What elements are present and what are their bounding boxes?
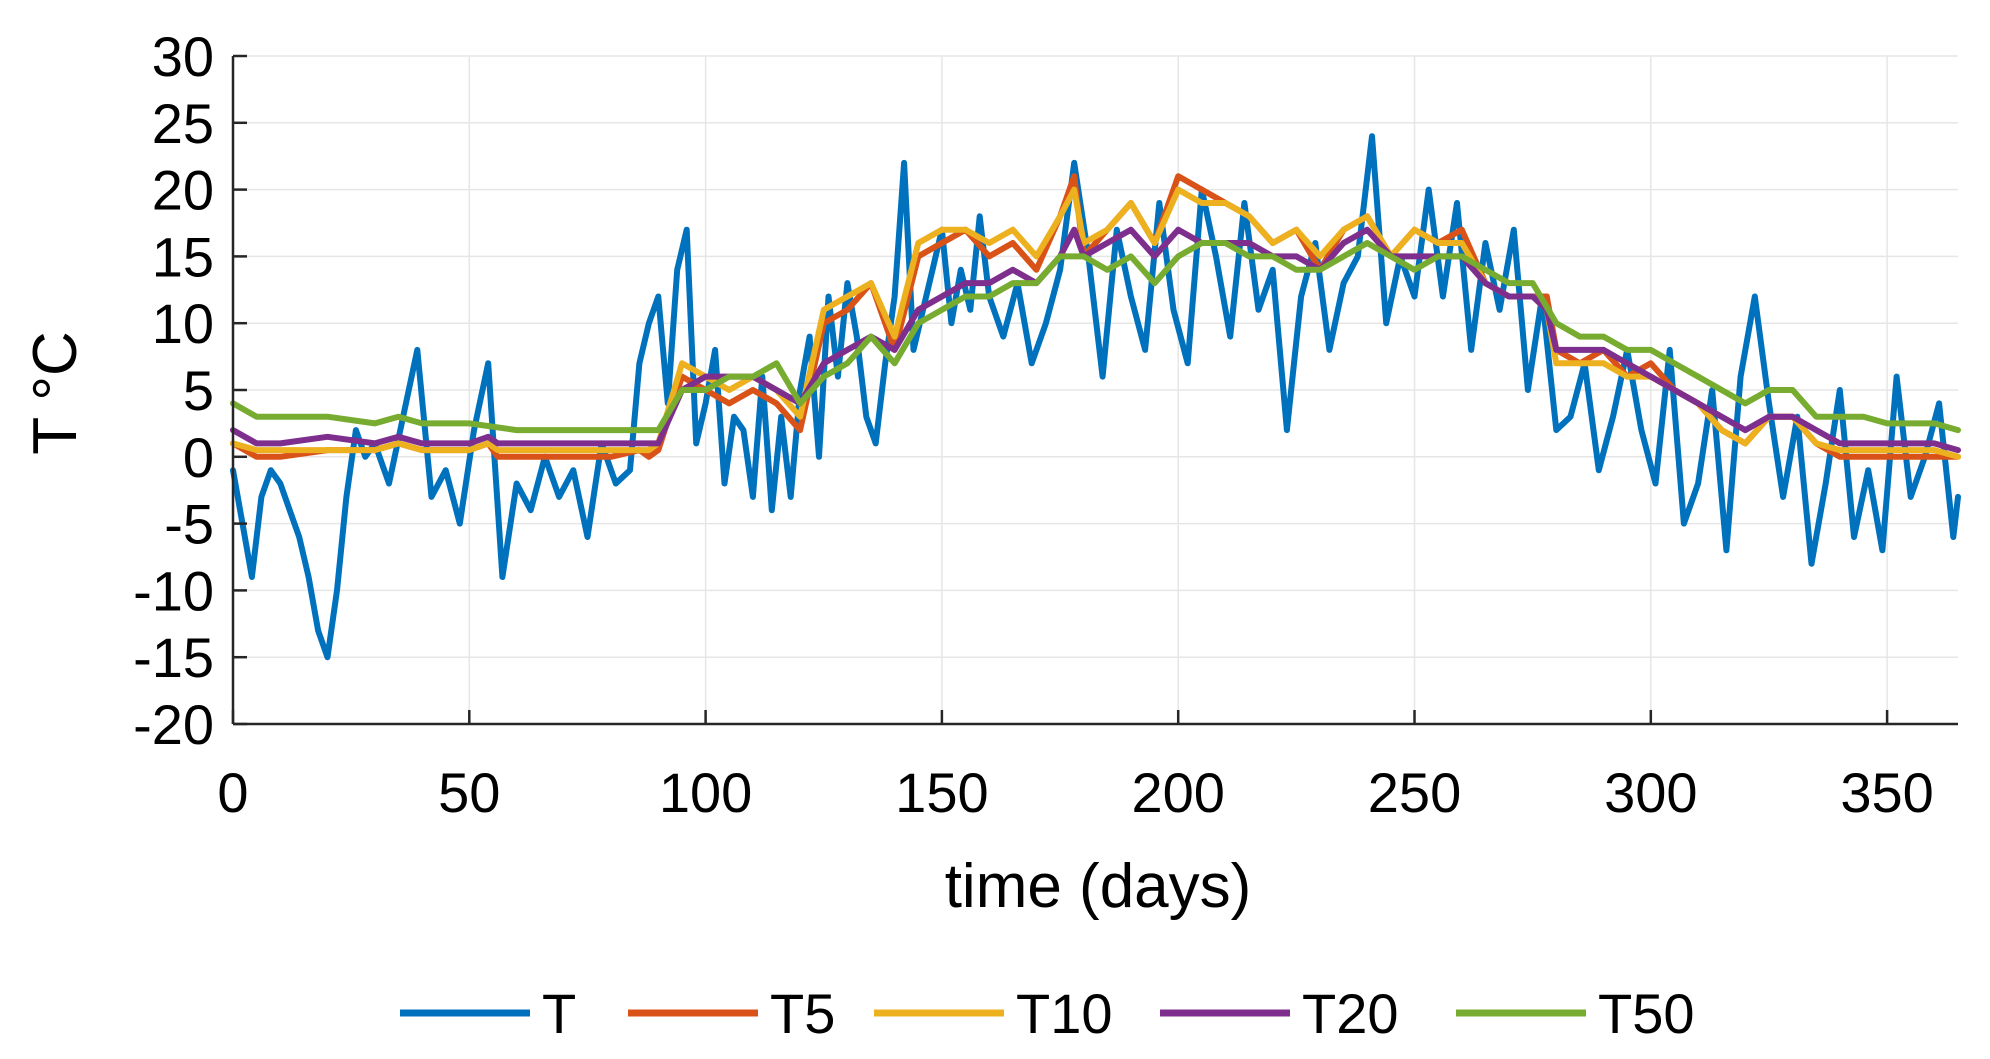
series-line-t (230, 133, 1961, 661)
x-tick-label: 50 (438, 761, 500, 824)
legend-label-t10: T10 (1016, 982, 1113, 1045)
legend: T T5 T10 T20 T50 (400, 982, 1695, 1045)
legend-label-t20: T20 (1302, 982, 1399, 1045)
y-tick-label: 10 (152, 292, 214, 355)
series-line-t20 (230, 226, 1961, 454)
y-tick-label: 20 (152, 159, 214, 222)
y-tick-label: -15 (133, 626, 214, 689)
x-tick-label: 200 (1131, 761, 1224, 824)
tick-labels: 0 50 100 150 200 250 300 350-20-15-10-505101520… (133, 25, 1934, 824)
legend-label-t5: T5 (770, 982, 835, 1045)
x-tick-label: 150 (895, 761, 988, 824)
y-axis-title: T °C (21, 331, 90, 455)
y-tick-label: 0 (183, 426, 214, 489)
y-tick-label: -5 (164, 493, 214, 556)
y-tick-label: -10 (133, 559, 214, 622)
y-tick-label: 15 (152, 225, 214, 288)
x-tick-label: 300 (1604, 761, 1697, 824)
y-tick-label: 5 (183, 359, 214, 422)
series-line-t50 (230, 240, 1961, 434)
x-axis-title: time (days) (945, 852, 1252, 921)
y-tick-label: 30 (152, 25, 214, 88)
plot-series (230, 133, 1961, 661)
legend-label-t50: T50 (1598, 982, 1695, 1045)
x-tick-label: 350 (1840, 761, 1933, 824)
x-tick-label: 250 (1368, 761, 1461, 824)
x-tick-label: 0 (217, 761, 248, 824)
axes (231, 54, 1958, 726)
y-tick-label: 25 (152, 92, 214, 155)
x-tick-label: 100 (659, 761, 752, 824)
legend-label-t: T (542, 982, 576, 1045)
y-tick-label: -20 (133, 693, 214, 756)
